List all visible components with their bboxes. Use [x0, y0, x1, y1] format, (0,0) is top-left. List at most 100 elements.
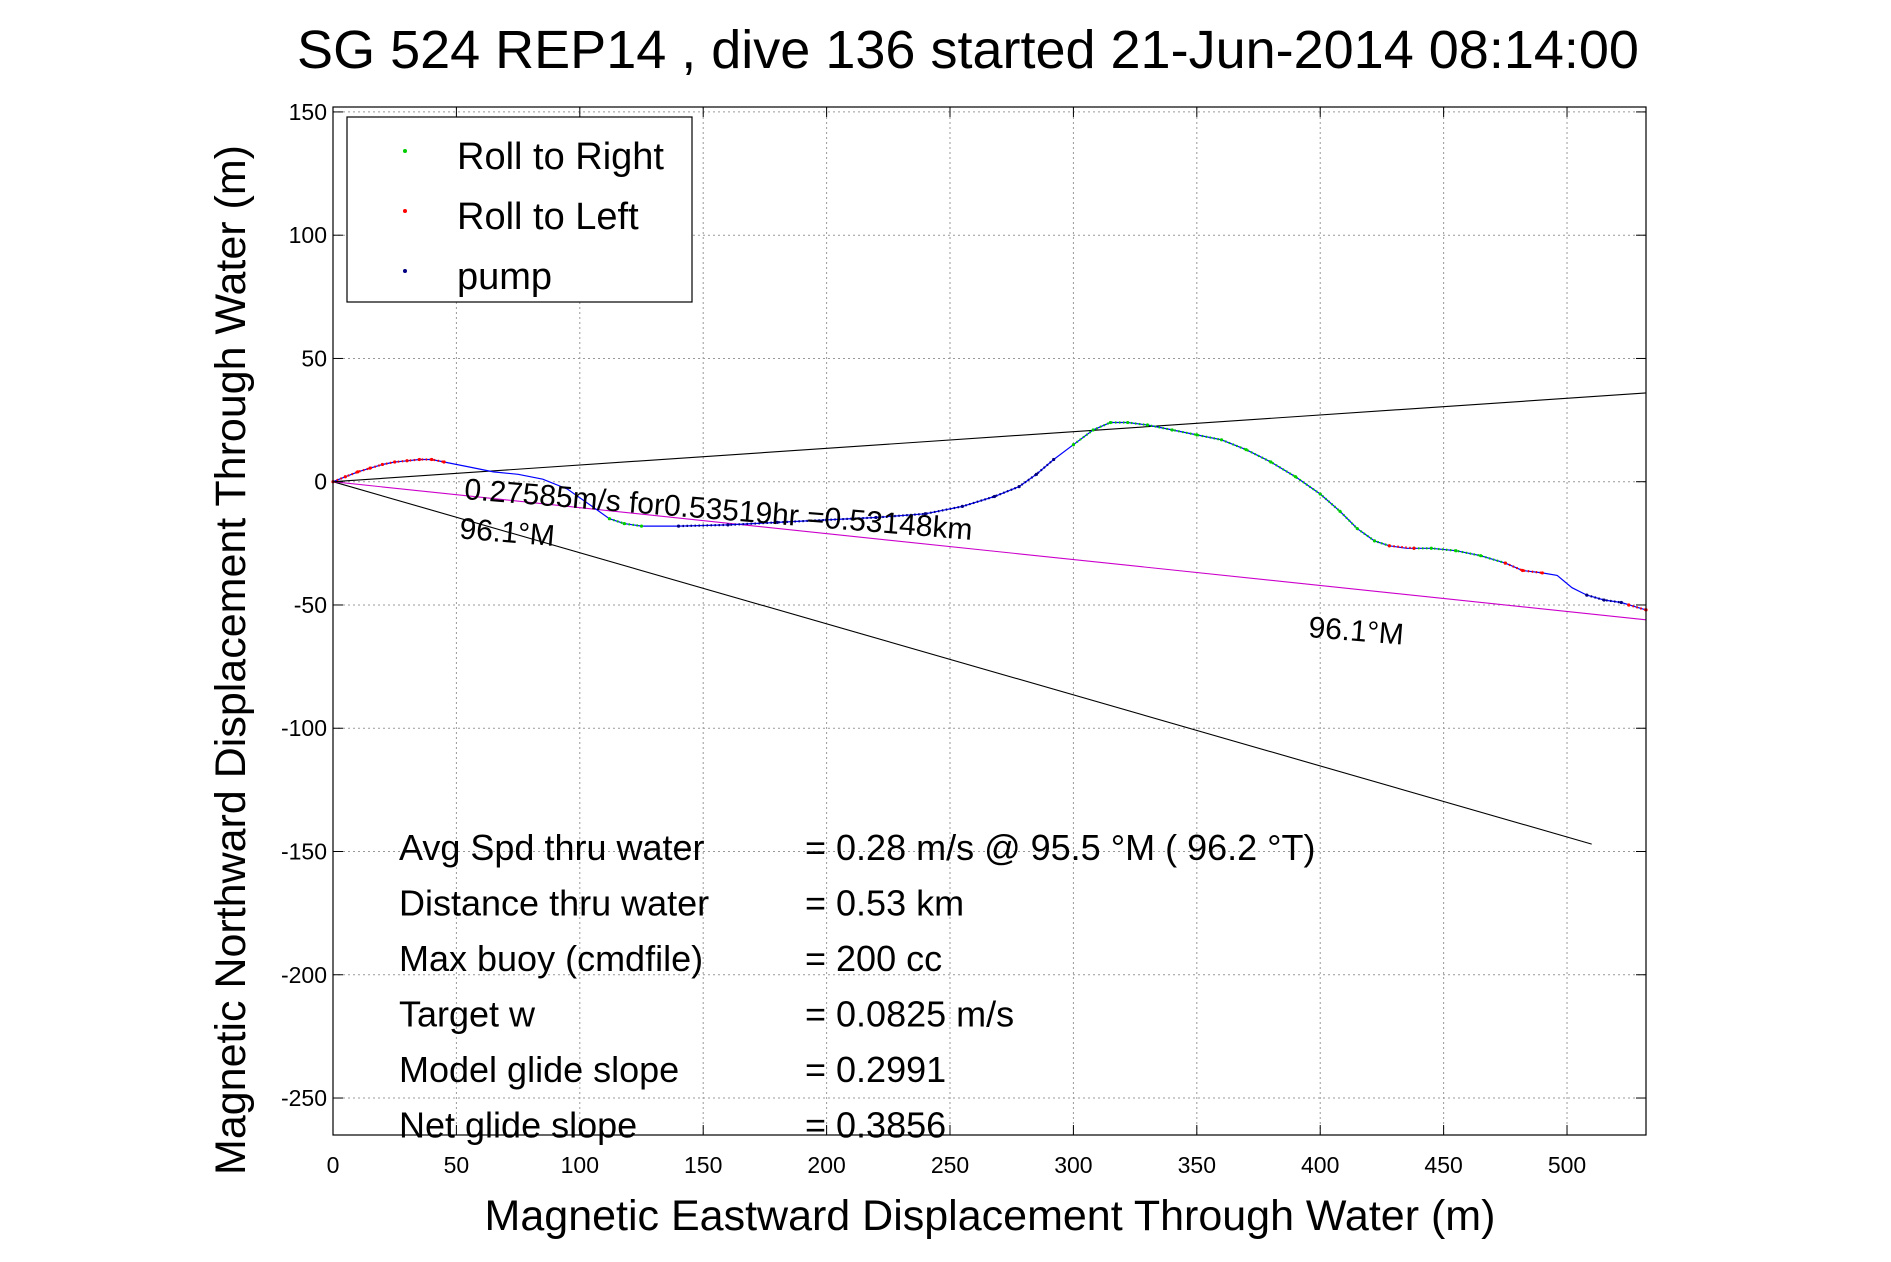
y-tick-label: -150 — [281, 838, 327, 864]
pump-point — [960, 504, 964, 508]
y-tick-label: -250 — [281, 1085, 327, 1111]
pump-point — [676, 524, 681, 528]
roll-left-point — [430, 457, 434, 462]
roll-left-point — [405, 459, 409, 463]
annotation-text: 96.1°M — [458, 512, 556, 553]
roll-right-point — [1145, 423, 1150, 427]
roll-right-point — [1454, 549, 1458, 553]
roll-left-point — [343, 475, 347, 479]
roll-right-point — [1219, 438, 1224, 442]
reference-line — [332, 392, 1647, 483]
roll-right-point — [639, 524, 644, 528]
roll-left-segment — [1504, 562, 1543, 574]
roll-left-point — [368, 466, 372, 470]
x-axis-label: Magnetic Eastward Displacement Through W… — [485, 1192, 1496, 1240]
x-tick-label: 100 — [561, 1152, 599, 1178]
y-tick-label: 0 — [314, 469, 327, 495]
annotation-text: 96.1°M — [1307, 611, 1405, 652]
legend-label: pump — [457, 256, 552, 298]
roll-right-point — [1429, 546, 1433, 550]
pump-point — [1602, 598, 1606, 602]
stat-label: Target w — [399, 994, 536, 1035]
y-tick-label: -50 — [294, 592, 327, 618]
series — [331, 420, 1648, 612]
roll-left-point — [380, 462, 384, 467]
stat-value: = 0.3856 — [805, 1105, 946, 1146]
pump-point — [1017, 485, 1021, 489]
pump-point — [726, 523, 730, 527]
pump-point — [775, 520, 779, 524]
legend-marker — [403, 209, 407, 213]
y-tick-label: -200 — [281, 962, 327, 988]
roll-right-point — [1126, 420, 1130, 425]
plot-area: 0.27585m/s for0.53519hr =0.53148km96.1°M… — [281, 99, 1648, 1178]
legend-marker — [403, 149, 407, 153]
roll-left-point — [1627, 603, 1631, 607]
x-tick-label: 300 — [1054, 1152, 1092, 1178]
reference-line — [332, 481, 1592, 845]
stat-value: = 200 cc — [805, 938, 942, 979]
grid — [333, 107, 1646, 1135]
y-axis-label: Magnetic Northward Displacement Through … — [207, 145, 255, 1175]
pump-point — [1585, 593, 1589, 597]
roll-left-point — [1387, 544, 1391, 548]
legend-label: Roll to Left — [457, 196, 639, 238]
ticks: 0 50 100 150 200 250 300 350 400 450 500150100500-… — [281, 99, 1646, 1178]
roll-left-point — [356, 470, 360, 474]
roll-right-point — [1195, 433, 1199, 437]
x-tick-label: 0 — [327, 1152, 340, 1178]
roll-right-point — [1269, 460, 1273, 464]
roll-right-point — [1170, 428, 1174, 432]
roll-left-point — [417, 457, 421, 462]
stat-value: = 0.53 km — [805, 883, 964, 924]
roll-right-point — [1338, 509, 1342, 513]
pump-point — [874, 515, 878, 520]
pump-point — [1619, 600, 1623, 605]
pump-point — [825, 518, 829, 522]
x-tick-label: 500 — [1548, 1152, 1586, 1178]
roll-right-point — [1108, 420, 1113, 425]
x-tick-label: 200 — [807, 1152, 845, 1178]
roll-left-point — [442, 460, 446, 464]
roll-right-point — [1479, 554, 1483, 558]
stat-value: = 0.2991 — [805, 1049, 946, 1090]
roll-right-point — [1091, 428, 1095, 432]
roll-left-point — [393, 460, 397, 464]
stats-block: Avg Spd thru water = 0.28 m/s @ 95.5 °M (… — [399, 827, 1316, 1146]
pump-point — [923, 512, 927, 516]
stat-label: Max buoy (cmdfile) — [399, 938, 703, 979]
y-tick-label: -100 — [281, 715, 327, 741]
pump-point — [992, 494, 997, 499]
legend: Roll to Right Roll to Left pump — [346, 116, 693, 303]
x-tick-label: 250 — [931, 1152, 969, 1178]
roll-right-point — [607, 517, 612, 521]
pump-segment — [678, 458, 1055, 528]
stat-value: = 0.28 m/s @ 95.5 °M ( 96.2 °T) — [805, 827, 1316, 868]
legend-label: Roll to Right — [457, 136, 664, 178]
roll-left-point — [1540, 571, 1544, 575]
roll-right-point — [1293, 475, 1298, 479]
roll-right-point — [1244, 448, 1248, 452]
roll-right-point — [1355, 526, 1359, 531]
x-tick-label: 350 — [1178, 1152, 1216, 1178]
y-tick-label: 150 — [289, 99, 327, 125]
roll-right-segment — [609, 517, 642, 528]
stat-value: = 0.0825 m/s — [805, 994, 1014, 1035]
roll-left-segment — [1389, 544, 1415, 550]
roll-right-point — [1372, 539, 1377, 543]
roll-left-point — [1520, 568, 1525, 573]
roll-right-point — [622, 522, 626, 526]
plot-frame — [332, 106, 1647, 1136]
roll-right-point — [1318, 492, 1322, 496]
roll-right-point — [1071, 443, 1076, 447]
x-tick-label: 50 — [444, 1152, 470, 1178]
pump-point — [1052, 457, 1056, 462]
stat-label: Net glide slope — [399, 1105, 637, 1146]
pump-point — [1034, 472, 1038, 476]
roll-left-segment — [1628, 603, 1647, 611]
stat-label: Model glide slope — [399, 1049, 679, 1090]
roll-left-point — [1503, 561, 1507, 565]
roll-left-point — [1412, 546, 1416, 550]
x-tick-label: 150 — [684, 1152, 722, 1178]
